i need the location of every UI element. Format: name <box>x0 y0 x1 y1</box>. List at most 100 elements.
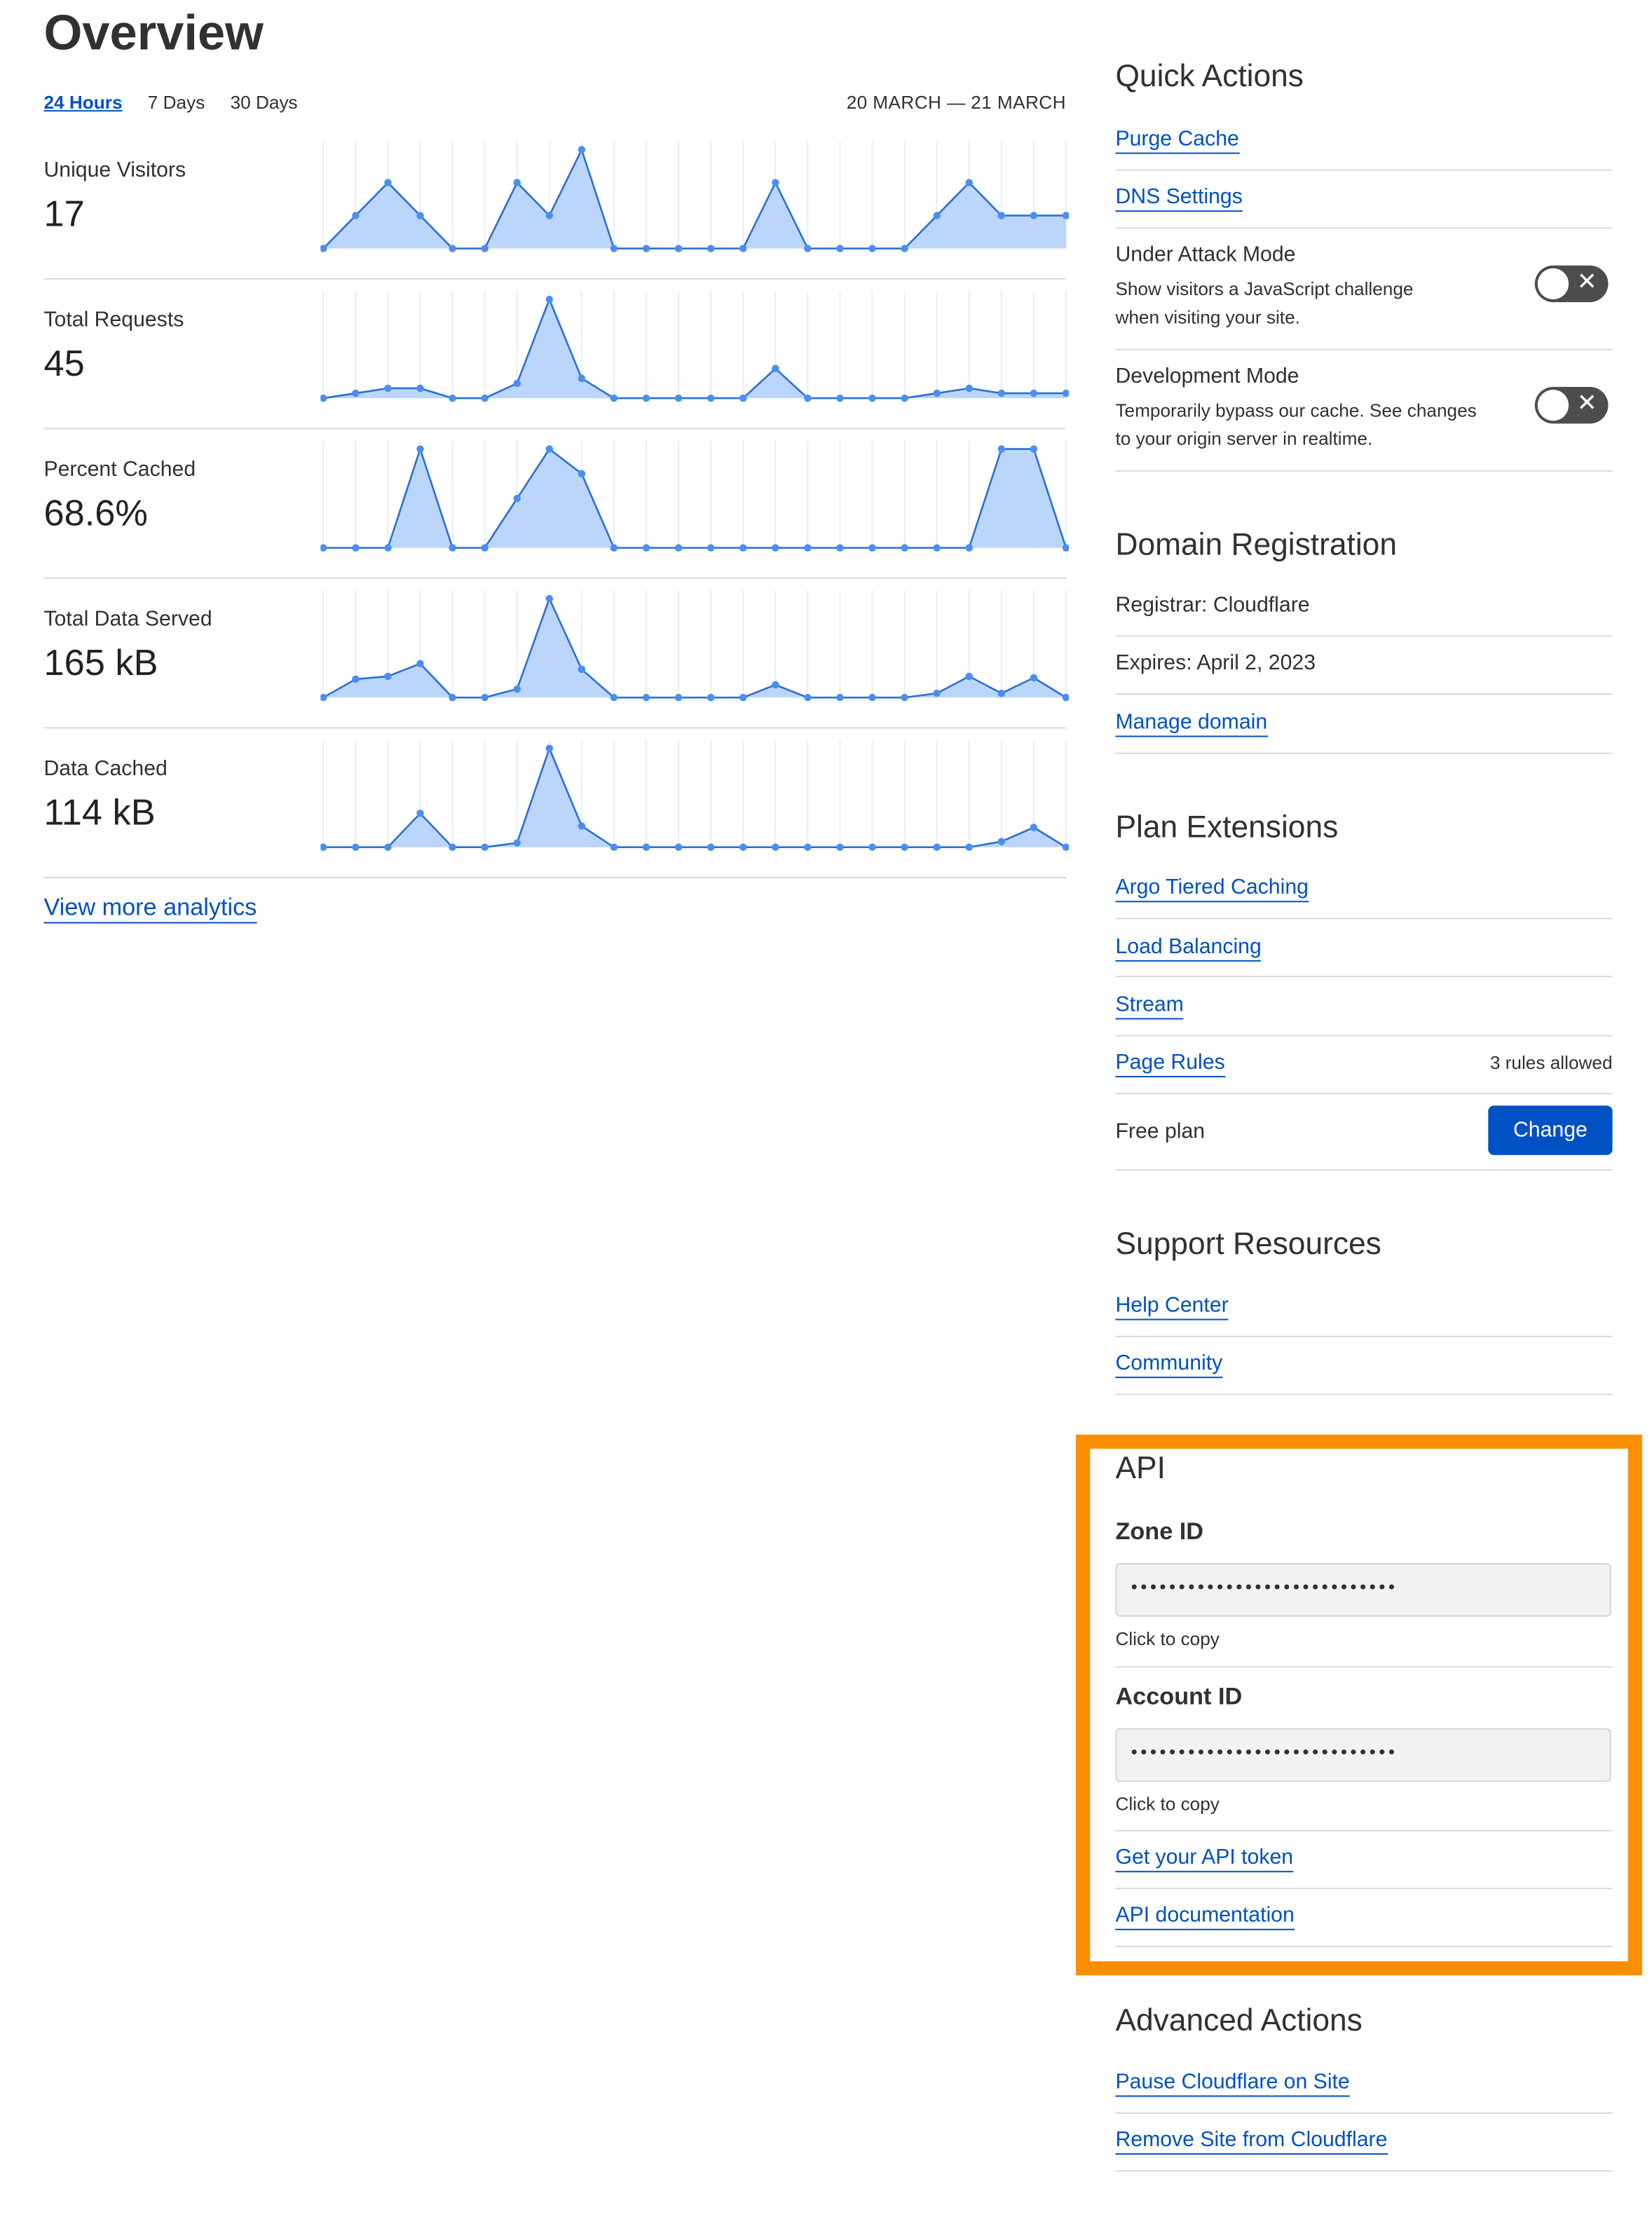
data-point[interactable] <box>868 394 876 402</box>
data-point[interactable] <box>1030 824 1038 831</box>
data-point[interactable] <box>868 245 876 252</box>
change-plan-button[interactable]: Change <box>1488 1105 1613 1155</box>
data-point[interactable] <box>513 494 521 503</box>
data-point[interactable] <box>933 212 941 219</box>
data-point[interactable] <box>481 245 489 252</box>
tab-7-days[interactable]: 7 Days <box>147 91 205 114</box>
data-point[interactable] <box>610 394 618 402</box>
data-point[interactable] <box>772 544 779 552</box>
data-point[interactable] <box>965 843 973 851</box>
data-point[interactable] <box>416 212 424 219</box>
data-point[interactable] <box>901 693 908 702</box>
data-point[interactable] <box>545 445 554 453</box>
data-point[interactable] <box>449 843 456 851</box>
data-point[interactable] <box>416 384 424 393</box>
data-point[interactable] <box>449 394 456 402</box>
data-point[interactable] <box>868 544 876 552</box>
data-point[interactable] <box>965 544 973 552</box>
community-link[interactable]: Community <box>1115 1351 1223 1379</box>
data-point[interactable] <box>578 822 586 830</box>
api-token-link[interactable]: Get your API token <box>1115 1845 1294 1873</box>
data-point[interactable] <box>384 843 392 851</box>
data-point[interactable] <box>642 544 650 552</box>
data-point[interactable] <box>320 245 327 252</box>
data-point[interactable] <box>1030 445 1038 453</box>
data-point[interactable] <box>384 384 392 393</box>
pause-cloudflare-link[interactable]: Pause Cloudflare on Site <box>1115 2070 1350 2097</box>
manage-domain-link[interactable]: Manage domain <box>1115 710 1268 737</box>
data-point[interactable] <box>352 389 360 397</box>
data-point[interactable] <box>901 843 908 851</box>
data-point[interactable] <box>804 394 812 402</box>
data-point[interactable] <box>642 843 650 851</box>
data-point[interactable] <box>642 245 650 252</box>
data-point[interactable] <box>513 179 521 186</box>
data-point[interactable] <box>933 843 941 851</box>
data-point[interactable] <box>610 544 618 552</box>
data-point[interactable] <box>416 810 424 817</box>
data-point[interactable] <box>642 693 650 702</box>
stream-link[interactable]: Stream <box>1115 992 1184 1020</box>
data-point[interactable] <box>965 179 973 186</box>
data-point[interactable] <box>449 544 456 552</box>
data-point[interactable] <box>674 245 683 252</box>
data-point[interactable] <box>545 744 554 752</box>
data-point[interactable] <box>481 693 489 702</box>
data-point[interactable] <box>449 693 456 702</box>
data-point[interactable] <box>706 843 715 851</box>
data-point[interactable] <box>739 245 747 252</box>
under-attack-toggle[interactable]: ✕ <box>1534 265 1609 303</box>
data-point[interactable] <box>320 693 327 702</box>
data-point[interactable] <box>836 693 844 702</box>
tab-30-days[interactable]: 30 Days <box>230 91 298 114</box>
data-point[interactable] <box>739 843 747 851</box>
data-point[interactable] <box>772 364 779 373</box>
data-point[interactable] <box>868 693 876 702</box>
data-point[interactable] <box>997 689 1006 697</box>
data-point[interactable] <box>578 374 586 383</box>
data-point[interactable] <box>674 693 683 702</box>
data-point[interactable] <box>1030 212 1038 219</box>
data-point[interactable] <box>804 843 812 851</box>
data-point[interactable] <box>997 838 1006 845</box>
data-point[interactable] <box>481 394 489 402</box>
data-point[interactable] <box>1062 389 1069 397</box>
data-point[interactable] <box>674 544 683 552</box>
data-point[interactable] <box>352 843 360 851</box>
dns-settings-link[interactable]: DNS Settings <box>1115 184 1243 212</box>
data-point[interactable] <box>416 445 424 453</box>
dev-mode-toggle[interactable]: ✕ <box>1534 386 1609 424</box>
data-point[interactable] <box>1062 693 1069 702</box>
data-point[interactable] <box>352 212 360 219</box>
data-point[interactable] <box>997 445 1006 453</box>
data-point[interactable] <box>610 245 618 252</box>
data-point[interactable] <box>868 843 876 851</box>
data-point[interactable] <box>384 672 392 681</box>
data-point[interactable] <box>513 839 521 847</box>
data-point[interactable] <box>352 675 360 683</box>
data-point[interactable] <box>481 544 489 552</box>
data-point[interactable] <box>674 394 683 402</box>
data-point[interactable] <box>836 544 844 552</box>
data-point[interactable] <box>578 146 586 154</box>
data-point[interactable] <box>545 594 554 603</box>
data-point[interactable] <box>772 179 779 186</box>
data-point[interactable] <box>384 544 392 552</box>
account-id-field[interactable]: •••••••••••••••••••••••••••• <box>1115 1728 1611 1782</box>
data-point[interactable] <box>706 544 715 552</box>
data-point[interactable] <box>320 843 327 851</box>
data-point[interactable] <box>804 693 812 702</box>
data-point[interactable] <box>513 685 521 693</box>
data-point[interactable] <box>836 245 844 252</box>
data-point[interactable] <box>901 245 908 252</box>
data-point[interactable] <box>384 179 392 186</box>
data-point[interactable] <box>933 389 941 397</box>
argo-link[interactable]: Argo Tiered Caching <box>1115 875 1309 903</box>
api-docs-link[interactable]: API documentation <box>1115 1903 1295 1930</box>
data-point[interactable] <box>933 544 941 552</box>
data-point[interactable] <box>642 394 650 402</box>
data-point[interactable] <box>320 544 327 552</box>
page-rules-link[interactable]: Page Rules <box>1115 1050 1225 1078</box>
data-point[interactable] <box>804 544 812 552</box>
load-balancing-link[interactable]: Load Balancing <box>1115 934 1262 962</box>
